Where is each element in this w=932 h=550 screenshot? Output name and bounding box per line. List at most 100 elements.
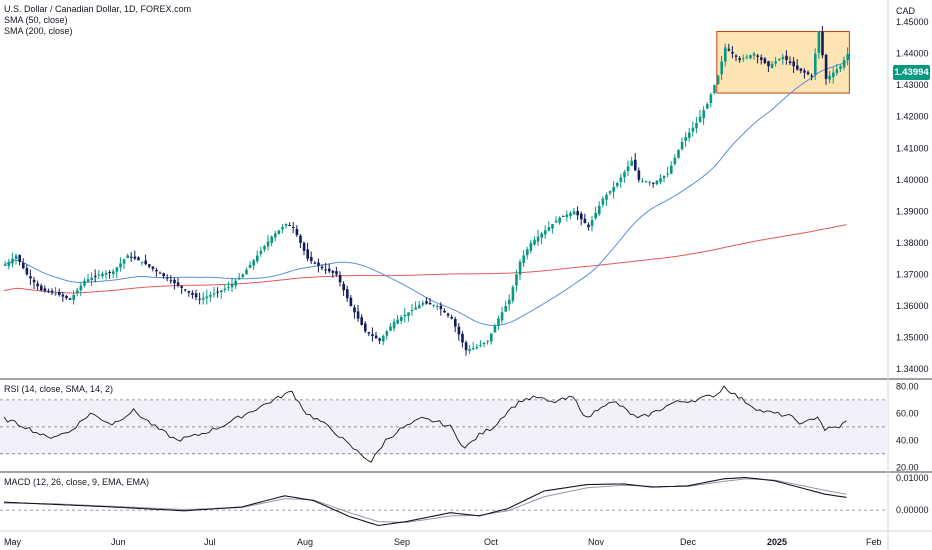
candle-body bbox=[716, 75, 720, 85]
candle-body bbox=[184, 289, 187, 291]
candle-body bbox=[781, 56, 785, 60]
candle-body bbox=[803, 70, 806, 73]
candle-body bbox=[14, 255, 18, 260]
candle-body bbox=[641, 180, 644, 182]
candle-body bbox=[745, 56, 749, 58]
candle-body bbox=[65, 295, 68, 299]
candle-body bbox=[83, 280, 86, 286]
candles bbox=[4, 25, 849, 356]
candle-body bbox=[432, 305, 435, 307]
candle-body bbox=[320, 266, 324, 269]
candle-body bbox=[778, 59, 781, 61]
candle-body bbox=[810, 75, 813, 77]
candle-body bbox=[454, 318, 457, 327]
candle-body bbox=[410, 309, 414, 311]
candle-body bbox=[684, 137, 687, 141]
candle-body bbox=[162, 273, 165, 277]
candle-body bbox=[252, 260, 255, 266]
candle-body bbox=[54, 293, 57, 295]
candle-body bbox=[310, 257, 313, 262]
candle-body bbox=[796, 65, 799, 70]
candle-body bbox=[108, 271, 111, 273]
macd-legend: MACD (12, 26, close, 9, EMA, EMA) bbox=[4, 477, 150, 487]
last-price-badge: 1.43994 bbox=[893, 65, 930, 80]
candle-body bbox=[292, 226, 295, 228]
currency-label[interactable]: CAD bbox=[896, 6, 916, 16]
candle-body bbox=[457, 326, 461, 335]
sma200-legend: SMA (200, close) bbox=[4, 26, 73, 36]
candle-body bbox=[198, 298, 201, 300]
rsi-tick-label: 60.00 bbox=[896, 408, 919, 418]
candle-body bbox=[346, 289, 349, 299]
price-tick-label: 1.36000 bbox=[896, 301, 929, 311]
candle-body bbox=[349, 297, 353, 307]
candle-body bbox=[479, 344, 482, 346]
candle-body bbox=[288, 225, 291, 227]
price-tick-label: 1.35000 bbox=[896, 333, 929, 343]
macd-line bbox=[3, 476, 847, 527]
candle-body bbox=[191, 292, 194, 295]
candle-body bbox=[752, 53, 756, 56]
time-tick-label: May bbox=[4, 537, 22, 547]
candle-body bbox=[565, 214, 569, 218]
candle-body bbox=[76, 290, 79, 294]
candle-body bbox=[619, 177, 623, 183]
candle-body bbox=[590, 220, 594, 227]
candle-body bbox=[130, 256, 133, 258]
rsi-line bbox=[3, 385, 847, 463]
candle-body bbox=[29, 276, 32, 279]
candle-body bbox=[342, 283, 345, 291]
candle-body bbox=[655, 180, 659, 185]
candle-body bbox=[806, 72, 810, 75]
candle-body bbox=[835, 69, 839, 73]
candle-body bbox=[392, 321, 396, 329]
candle-body bbox=[209, 294, 212, 297]
candle-body bbox=[227, 287, 230, 289]
candle-body bbox=[36, 283, 39, 287]
rsi-tick-label: 40.00 bbox=[896, 435, 919, 445]
candle-body bbox=[799, 68, 803, 71]
candle-body bbox=[734, 55, 738, 57]
candle-body bbox=[450, 316, 453, 319]
chart-title: U.S. Dollar / Canadian Dollar, 1D, FOREX… bbox=[4, 4, 192, 14]
candle-body bbox=[634, 159, 637, 171]
candle-body bbox=[504, 306, 507, 312]
candle-body bbox=[436, 306, 439, 308]
candle-body bbox=[666, 173, 669, 175]
candle-body bbox=[659, 178, 662, 183]
candle-body bbox=[616, 182, 619, 186]
candle-body bbox=[760, 57, 763, 60]
candle-body bbox=[155, 269, 158, 272]
candle-body bbox=[576, 211, 579, 216]
time-tick-label: Jul bbox=[204, 537, 216, 547]
candle-body bbox=[652, 182, 655, 184]
time-tick-label: Nov bbox=[588, 537, 605, 547]
candle-body bbox=[302, 242, 306, 251]
candle-body bbox=[680, 141, 684, 150]
candle-body bbox=[547, 227, 551, 231]
candle-body bbox=[551, 223, 554, 229]
sma50-line bbox=[3, 61, 847, 327]
candle-body bbox=[648, 182, 651, 184]
candle-body bbox=[306, 249, 309, 259]
candle-body bbox=[414, 307, 417, 310]
candle-body bbox=[727, 48, 731, 51]
time-tick-label: Feb bbox=[866, 537, 882, 547]
candle-body bbox=[814, 53, 817, 75]
candle-body bbox=[176, 282, 180, 286]
candle-body bbox=[148, 264, 151, 267]
candle-body bbox=[817, 31, 821, 53]
candle-body bbox=[482, 342, 486, 345]
candle-body bbox=[284, 223, 288, 226]
candle-body bbox=[832, 72, 835, 78]
candle-body bbox=[742, 58, 745, 60]
price-tick-label: 1.38000 bbox=[896, 238, 929, 248]
candle-body bbox=[317, 262, 320, 266]
candle-body bbox=[245, 269, 248, 275]
candle-body bbox=[220, 290, 223, 293]
candle-body bbox=[367, 332, 371, 334]
candle-body bbox=[295, 228, 299, 236]
candle-body bbox=[281, 227, 284, 230]
candle-body bbox=[324, 269, 327, 271]
